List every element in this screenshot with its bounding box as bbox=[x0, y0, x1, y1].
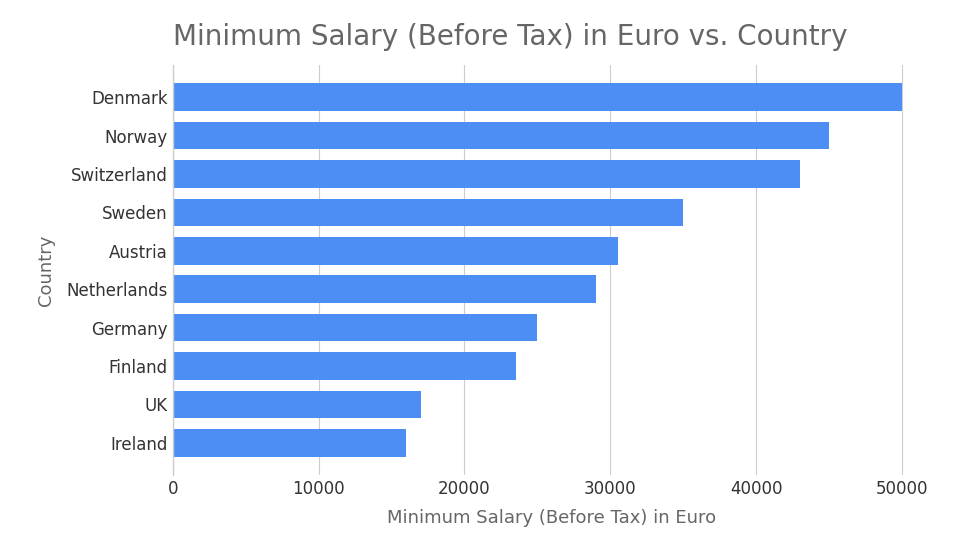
Text: Minimum Salary (Before Tax) in Euro vs. Country: Minimum Salary (Before Tax) in Euro vs. … bbox=[173, 23, 848, 51]
Bar bbox=[173, 352, 516, 380]
Bar bbox=[173, 237, 617, 265]
Bar bbox=[173, 429, 406, 456]
Bar bbox=[173, 199, 684, 226]
Bar bbox=[173, 160, 800, 188]
Y-axis label: Country: Country bbox=[37, 234, 56, 306]
Bar bbox=[173, 390, 420, 418]
Bar bbox=[173, 122, 829, 150]
X-axis label: Minimum Salary (Before Tax) in Euro: Minimum Salary (Before Tax) in Euro bbox=[388, 509, 716, 527]
Bar bbox=[173, 314, 538, 341]
Bar bbox=[173, 275, 596, 303]
Bar bbox=[173, 84, 902, 111]
